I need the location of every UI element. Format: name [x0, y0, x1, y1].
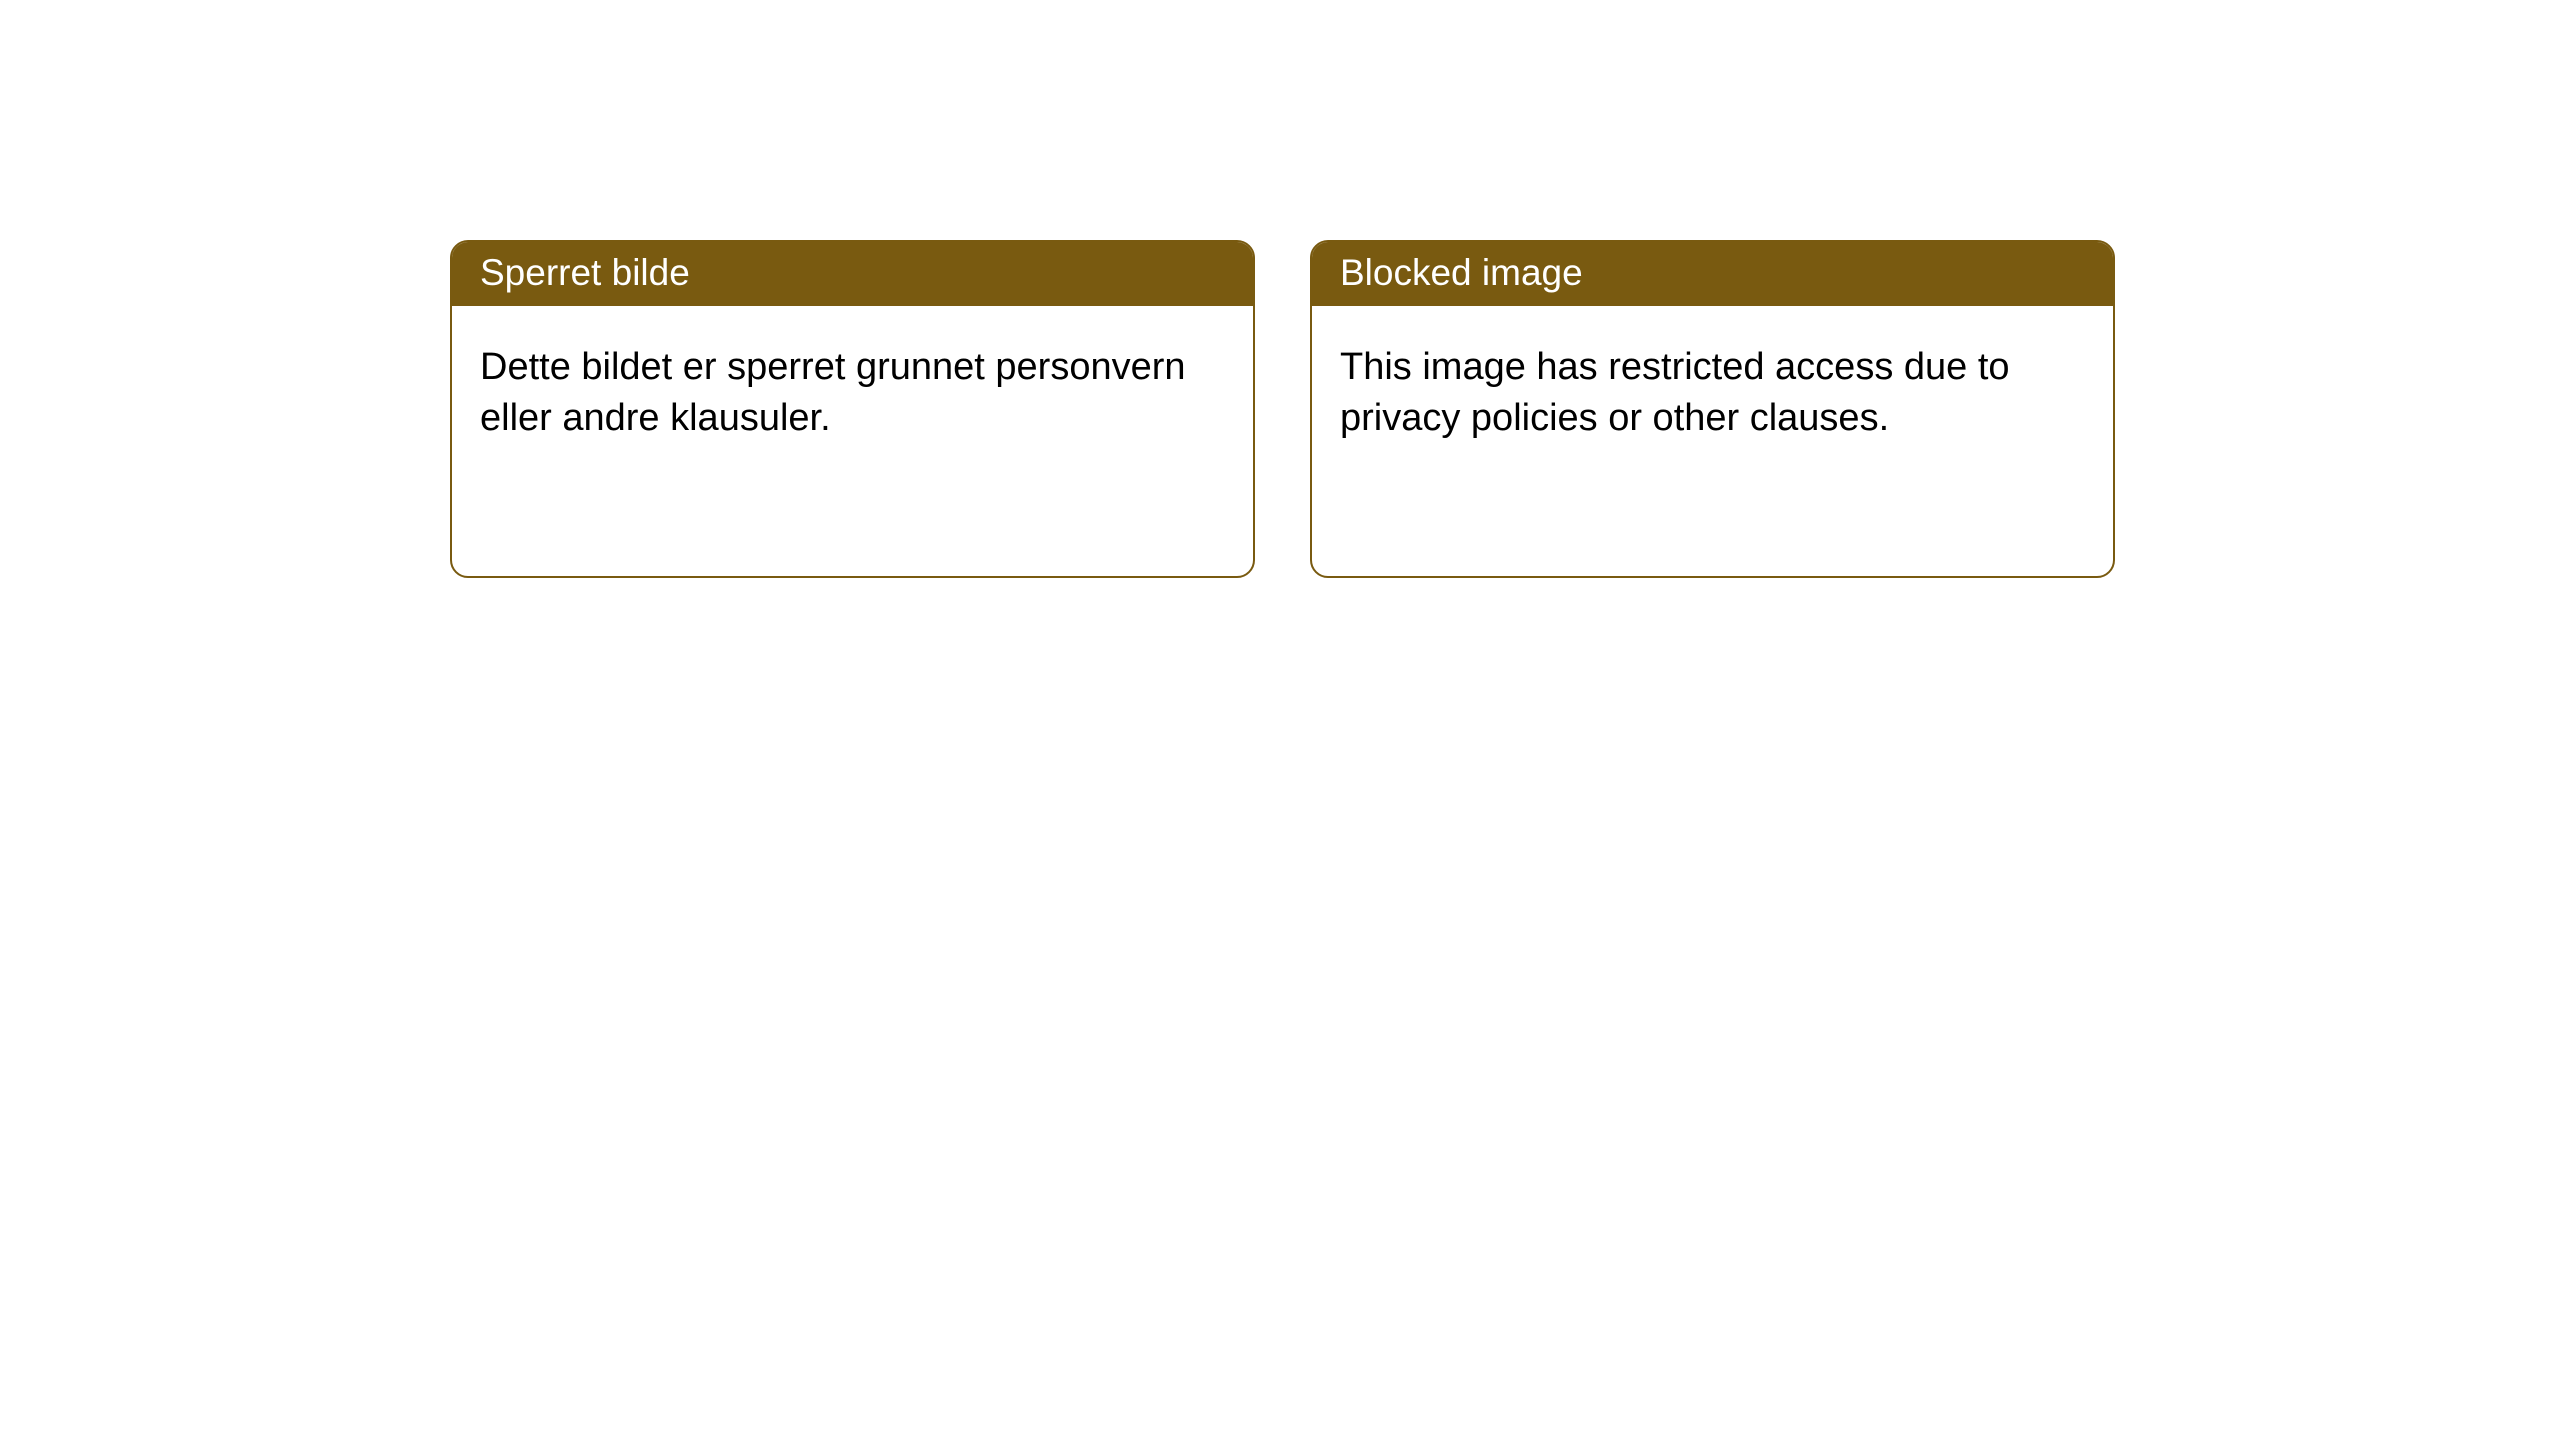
- notice-card-norwegian: Sperret bilde Dette bildet er sperret gr…: [450, 240, 1255, 578]
- notice-cards-container: Sperret bilde Dette bildet er sperret gr…: [0, 0, 2560, 578]
- card-header: Blocked image: [1312, 242, 2113, 306]
- card-body: Dette bildet er sperret grunnet personve…: [452, 306, 1253, 576]
- card-body: This image has restricted access due to …: [1312, 306, 2113, 576]
- card-title: Sperret bilde: [480, 252, 690, 293]
- card-body-text: This image has restricted access due to …: [1340, 346, 2010, 439]
- card-title: Blocked image: [1340, 252, 1583, 293]
- card-header: Sperret bilde: [452, 242, 1253, 306]
- card-body-text: Dette bildet er sperret grunnet personve…: [480, 346, 1186, 439]
- notice-card-english: Blocked image This image has restricted …: [1310, 240, 2115, 578]
